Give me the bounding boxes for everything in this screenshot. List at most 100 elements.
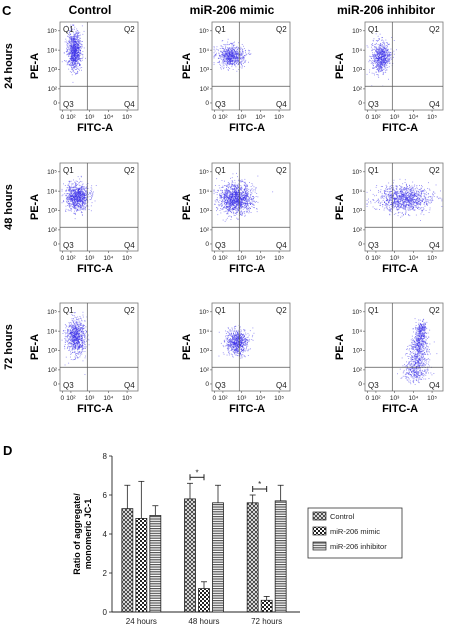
quadrant-label: Q4 [276, 381, 287, 390]
x-tick-label: 10² [371, 255, 381, 262]
quadrant-label: Q3 [215, 241, 226, 250]
legend-label: Control [330, 512, 355, 521]
x-tick-label: 10⁵ [427, 395, 437, 402]
quadrant-label: Q2 [124, 306, 135, 315]
y-tick-label: 0 [205, 381, 209, 388]
x-axis-label: FITC-A [77, 263, 113, 275]
bar [246, 502, 259, 613]
x-axis-label: FITC-A [229, 122, 265, 134]
panel-d-bar-chart: D 0 2 4 6 8 Ratio of aggregate/monomeric JC-1 2… [3, 443, 403, 626]
quadrant-label: Q2 [276, 166, 287, 175]
y-tick-label: 10³ [48, 348, 58, 355]
y-tick-label: 10³ [48, 67, 58, 74]
quadrant-label: Q3 [63, 100, 74, 109]
event-dots [366, 33, 397, 87]
plot-frame [59, 302, 139, 392]
x-axis-label: FITC-A [382, 263, 418, 275]
y-tick-label: 10⁵ [352, 169, 362, 176]
x-tick-label: 10⁴ [408, 114, 418, 121]
x-tick-label: 10⁵ [274, 114, 284, 121]
significance-star: * [195, 468, 198, 477]
y-tick-label: 10² [353, 367, 363, 374]
y-tick-label: 0 [358, 381, 362, 388]
y-axis-label: PE-A [334, 194, 346, 220]
bar [274, 500, 287, 613]
x-tick-label: 72 hours [251, 617, 282, 626]
legend-swatch [312, 511, 327, 521]
y-tick-label: 10³ [353, 208, 363, 215]
y-tick-label: 6 [103, 491, 108, 500]
quadrant-label: Q3 [215, 381, 226, 390]
quadrant-label: Q4 [276, 241, 287, 250]
x-tick-label: 0 [213, 255, 217, 262]
quadrant-label: Q1 [368, 306, 379, 315]
y-tick-label: 0 [53, 241, 57, 248]
x-tick-label: 10⁵ [122, 395, 132, 402]
y-tick-label: 10⁴ [199, 188, 209, 195]
x-tick-label: 10⁴ [103, 114, 113, 121]
x-tick-label: 10³ [390, 255, 400, 262]
quadrant-label: Q1 [215, 25, 226, 34]
quadrant-label: Q2 [276, 25, 287, 34]
quadrant-label: Q1 [63, 25, 74, 34]
y-tick-label: 10⁵ [47, 309, 57, 316]
quadrant-label: Q4 [124, 381, 135, 390]
x-tick-label: 10² [218, 395, 228, 402]
quadrant-label: Q3 [63, 241, 74, 250]
bar [149, 515, 162, 613]
x-axis-label: FITC-A [229, 403, 265, 415]
quadrant-label: Q4 [429, 100, 440, 109]
bar [198, 588, 210, 613]
x-tick-label: 10⁵ [122, 255, 132, 262]
quadrant-label: Q4 [429, 241, 440, 250]
y-tick-label: 0 [358, 241, 362, 248]
x-tick-label: 10² [371, 395, 381, 402]
panel-d-letter: D [3, 443, 12, 458]
event-dots [213, 172, 274, 222]
x-tick-label: 0 [213, 395, 217, 402]
quadrant-label: Q2 [124, 25, 135, 34]
y-tick-label: 10⁵ [47, 169, 57, 176]
x-tick-label: 0 [213, 114, 217, 121]
legend-swatch [312, 526, 327, 536]
quadrant-label: Q2 [429, 166, 440, 175]
x-tick-label: 10² [66, 255, 76, 262]
x-tick-label: 24 hours [126, 617, 157, 626]
quadrant-label: Q3 [368, 100, 379, 109]
y-tick-label: 0 [103, 608, 108, 617]
event-dots [61, 311, 90, 375]
y-axis-label: PE-A [29, 53, 41, 79]
y-tick-label: 10⁵ [352, 309, 362, 316]
x-axis-label: FITC-A [77, 122, 113, 134]
event-dots [366, 178, 443, 221]
quadrant-label: Q4 [429, 381, 440, 390]
x-tick-label: 10⁵ [427, 255, 437, 262]
quadrant-label: Q1 [63, 166, 74, 175]
y-axis-label: PE-A [181, 334, 193, 360]
y-tick-label: 0 [358, 100, 362, 107]
plot-frame [211, 302, 291, 392]
y-tick-label: 10⁴ [199, 328, 209, 335]
x-tick-label: 10² [218, 114, 228, 121]
x-tick-label: 0 [61, 395, 65, 402]
quadrant-label: Q1 [368, 25, 379, 34]
y-tick-label: 10² [48, 367, 58, 374]
x-tick-label: 10³ [237, 114, 247, 121]
x-tick-label: 10² [66, 395, 76, 402]
y-tick-label: 10² [353, 86, 363, 93]
y-tick-label: 10² [200, 227, 210, 234]
y-tick-label: 4 [103, 530, 108, 539]
x-tick-label: 10² [66, 114, 76, 121]
y-tick-label: 10⁵ [352, 28, 362, 35]
plot-frame [59, 162, 139, 252]
y-tick-label: 0 [53, 100, 57, 107]
x-axis-label: FITC-A [382, 122, 418, 134]
y-tick-label: 2 [103, 569, 108, 578]
x-tick-label: 10³ [390, 114, 400, 121]
x-tick-label: 10⁴ [255, 395, 265, 402]
